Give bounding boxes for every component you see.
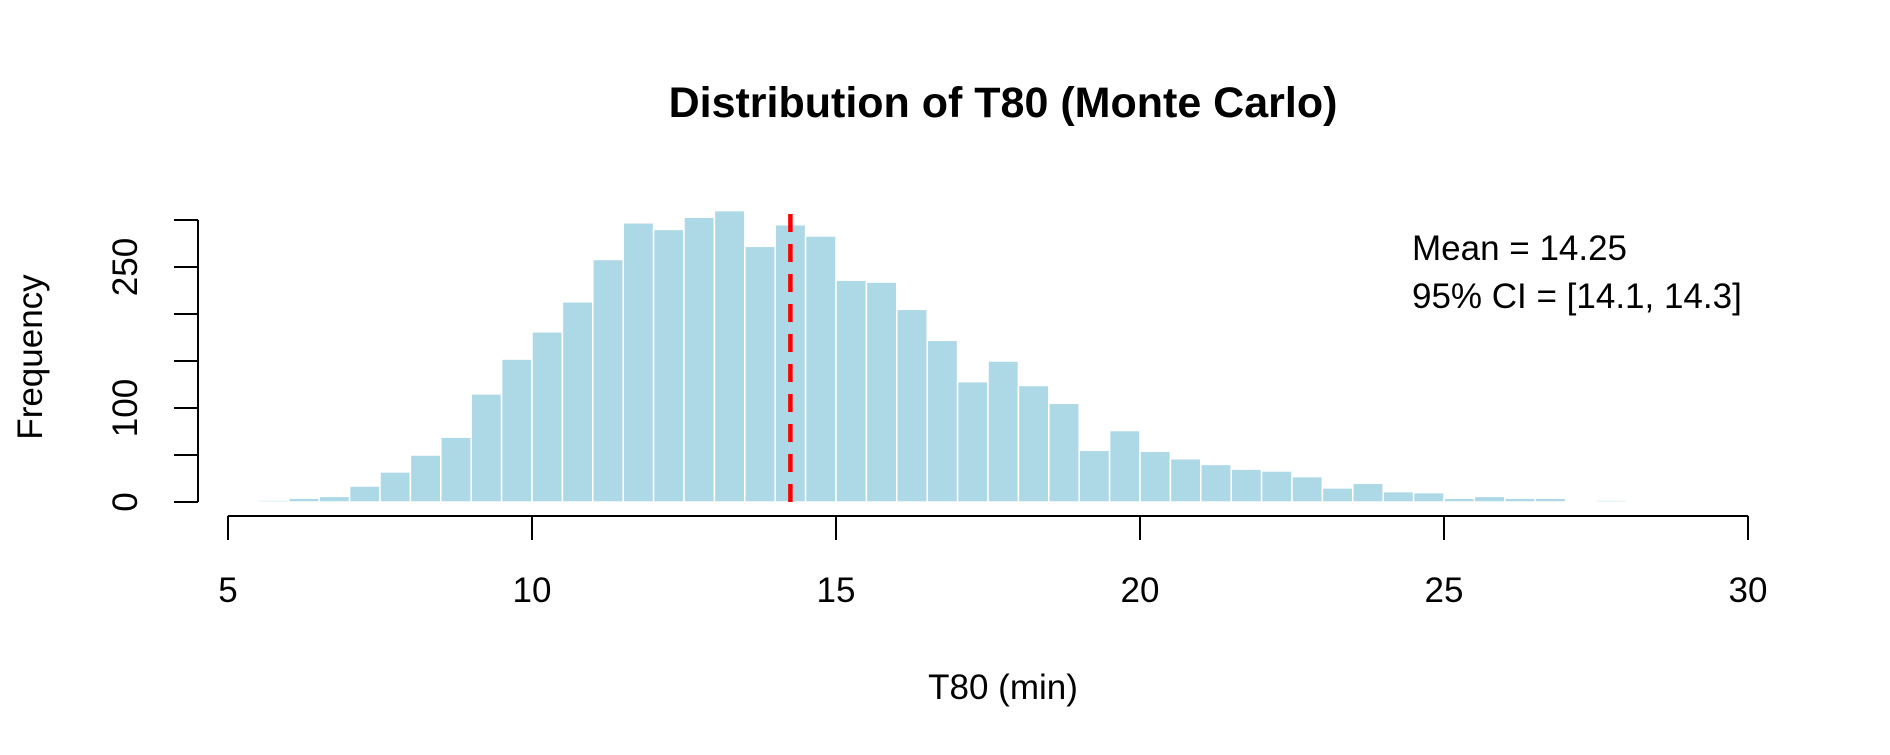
histogram-bar (865, 281, 898, 503)
histogram-bar (531, 331, 564, 503)
histogram-bar (1230, 468, 1263, 503)
histogram-bar (561, 301, 594, 503)
histogram-bar (1108, 429, 1141, 503)
histogram-bar (1139, 450, 1172, 503)
histogram-bar (1048, 402, 1080, 503)
histogram-bar (348, 485, 381, 503)
histogram-bar (1595, 499, 1628, 503)
y-axis-ticks: 0 100 250 (106, 219, 198, 512)
histogram-bar (1352, 482, 1384, 503)
mean-annotation: Mean = 14.25 (1412, 229, 1627, 268)
histogram-bar (592, 258, 624, 503)
histogram-bar (1017, 384, 1050, 503)
histogram-bar (440, 436, 472, 503)
histogram-bar (713, 209, 746, 503)
x-tick-label: 20 (1121, 571, 1160, 610)
histogram-bar (379, 471, 412, 503)
histogram-bar (744, 245, 776, 503)
histogram-bar (1504, 497, 1536, 503)
y-tick-label: 100 (106, 379, 145, 437)
x-tick-label: 25 (1425, 571, 1464, 610)
x-axis-ticks: 5 10 15 20 25 30 (218, 516, 1767, 610)
x-axis-label: T80 (min) (928, 668, 1078, 707)
histogram-bar (1412, 491, 1445, 503)
histogram-bar (1169, 458, 1202, 503)
y-tick-label: 0 (106, 492, 145, 511)
histogram-bar (835, 279, 868, 503)
histogram-bar (683, 216, 716, 503)
histogram-bar (1534, 497, 1567, 503)
histogram-bar (470, 393, 503, 503)
histogram-bar (652, 228, 685, 503)
histogram-bar (926, 339, 959, 503)
histogram-bar (1200, 463, 1232, 503)
histogram-bar (1382, 490, 1415, 503)
histogram-bar (1473, 495, 1506, 503)
histogram-bar (987, 360, 1020, 503)
histogram-bar (1443, 497, 1476, 503)
histogram-bar (1321, 487, 1354, 503)
y-tick-label: 250 (106, 238, 145, 296)
histogram-bar (1291, 475, 1324, 503)
histogram-bar (409, 454, 442, 503)
x-tick-label: 10 (513, 571, 552, 610)
histogram-bar (288, 497, 320, 503)
histogram-bar (896, 308, 928, 503)
histogram-bar (1078, 449, 1111, 503)
bars-group (257, 209, 1628, 503)
histogram-bar (1260, 470, 1293, 503)
y-axis-label: Frequency (11, 274, 50, 440)
x-tick-label: 30 (1729, 571, 1768, 610)
histogram-bar (956, 380, 989, 503)
histogram-bar (622, 222, 655, 503)
x-tick-label: 15 (817, 571, 856, 610)
histogram-bar (318, 495, 351, 503)
histogram-bar (804, 235, 837, 503)
chart-title: Distribution of T80 (Monte Carlo) (669, 79, 1338, 127)
histogram-bar (257, 499, 290, 503)
ci-annotation: 95% CI = [14.1, 14.3] (1412, 277, 1742, 316)
x-tick-label: 5 (218, 571, 237, 610)
histogram-bar (500, 358, 533, 503)
